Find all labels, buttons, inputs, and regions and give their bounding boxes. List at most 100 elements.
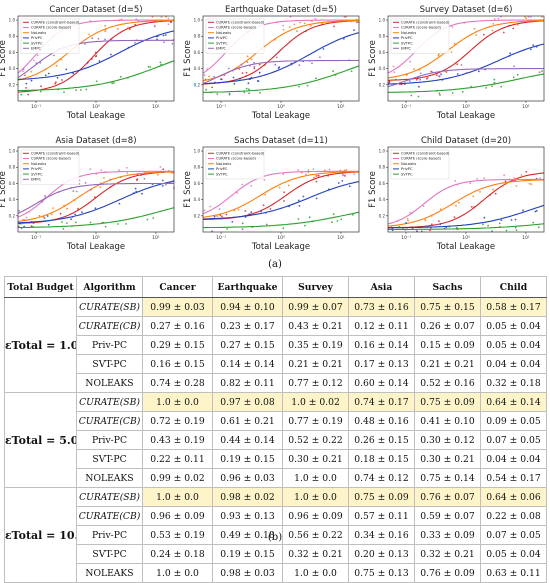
score-cell: 0.27 ± 0.15 [212,335,283,355]
x-tick-label: 10¹ [522,104,530,110]
data-point [226,228,229,230]
score-cell: 0.96 ± 0.09 [142,506,213,526]
chart-panel-6: Child Dataset (d=20) F1 Score Total Leakag… [368,136,545,252]
data-point [55,81,57,83]
data-point [482,33,485,36]
plot-frame [17,146,175,233]
data-point [274,38,276,41]
data-point [63,91,65,93]
data-point [532,44,535,46]
data-point [489,194,491,196]
data-point [492,23,495,25]
data-point [327,174,329,177]
data-point [88,33,90,36]
data-point [419,78,421,81]
data-point [310,24,312,27]
data-point [439,223,442,226]
legend-box [390,149,450,180]
data-point [455,204,457,207]
data-point [304,224,306,227]
table-row: CURATE(CB) 0.27 ± 0.16 0.23 ± 0.17 0.43 ± 0… [5,316,547,336]
score-cell: 0.05 ± 0.04 [480,544,547,564]
data-point [509,52,512,55]
data-point [515,185,518,187]
figure: Cancer Dataset (d=5) F1 Score Total Leakag… [0,5,547,583]
data-point [52,207,55,210]
data-point [430,70,432,73]
data-point [141,192,143,195]
data-point [50,213,53,216]
data-point [525,17,527,19]
data-point [132,192,135,195]
data-point [508,55,511,57]
y-tick-label: 0.6 [194,181,201,186]
data-point [241,183,244,186]
data-point [75,190,78,193]
data-point [501,185,504,188]
data-point [465,71,468,74]
score-cell: 0.14 ± 0.14 [212,354,283,374]
score-cell: 1.0 ± 0.0 [282,563,349,583]
data-point [469,182,472,185]
score-cell: 0.32 ± 0.21 [414,544,481,564]
budget-cell: εTotal = 5.0 [4,392,77,488]
y-tick-label: 0.2 [379,82,386,87]
chart-panel-3: Survey Dataset (d=6) F1 Score Total Leakag… [368,5,545,121]
data-point [30,79,33,82]
x-tick-label: 10¹ [337,235,345,241]
data-point [134,23,137,26]
data-point [522,209,524,212]
data-point [283,191,286,194]
data-point [453,42,456,45]
data-point [355,18,358,21]
data-point [265,223,268,226]
data-point [241,222,244,225]
data-point [512,76,515,79]
score-cell: 0.33 ± 0.09 [414,525,481,545]
table-row: CURATE(CB) 0.96 ± 0.09 0.93 ± 0.13 0.96 ± 0… [5,506,547,526]
x-axis-label: Total Leakage [66,242,125,252]
data-point [70,218,72,221]
data-point [275,56,278,59]
data-point [240,63,243,66]
score-cell: 0.22 ± 0.11 [142,449,213,469]
score-cell: 0.75 ± 0.09 [414,392,481,412]
data-point [140,174,143,177]
data-point [342,174,344,176]
data-point [475,34,478,36]
data-point [44,74,47,77]
data-point [232,76,235,79]
data-point [46,215,49,217]
data-point [250,185,253,187]
data-point [89,20,92,23]
data-point [22,68,25,71]
data-point [102,221,105,224]
y-axis-label: F1 Score [183,171,193,208]
x-tick-label: 10⁻¹ [216,104,226,110]
score-cell: 0.24 ± 0.18 [142,544,213,564]
score-cell: 0.20 ± 0.13 [348,544,415,564]
algorithm-cell: CURATE(CB) [76,316,143,336]
y-tick-label: 1.0 [379,18,386,23]
caption-a: (a) [268,259,282,270]
legend-entry: SVTPC [31,41,43,45]
data-point [167,169,170,172]
data-point [456,183,459,186]
legend-entry: CURATE (score-based) [216,157,256,161]
data-point [409,80,411,82]
legend-entry: CURATE (constraint-based) [401,21,450,25]
y-tick-label: 0.6 [9,50,16,55]
data-point [315,197,318,200]
chart-panel-1: Cancer Dataset (d=5) F1 Score Total Leakag… [0,5,175,121]
data-point [288,26,291,28]
score-cell: 0.43 ± 0.19 [142,430,213,450]
y-tick-label: 0.8 [9,34,16,39]
score-cell: 0.93 ± 0.13 [212,506,283,526]
data-point [258,71,261,74]
data-point [147,66,150,68]
table-row: NOLEAKS 0.99 ± 0.02 0.96 ± 0.03 1.0 ± 0.0 0.… [5,468,547,488]
data-point [350,170,352,173]
data-point [491,29,494,32]
series-line [202,170,359,215]
data-point [431,71,434,74]
